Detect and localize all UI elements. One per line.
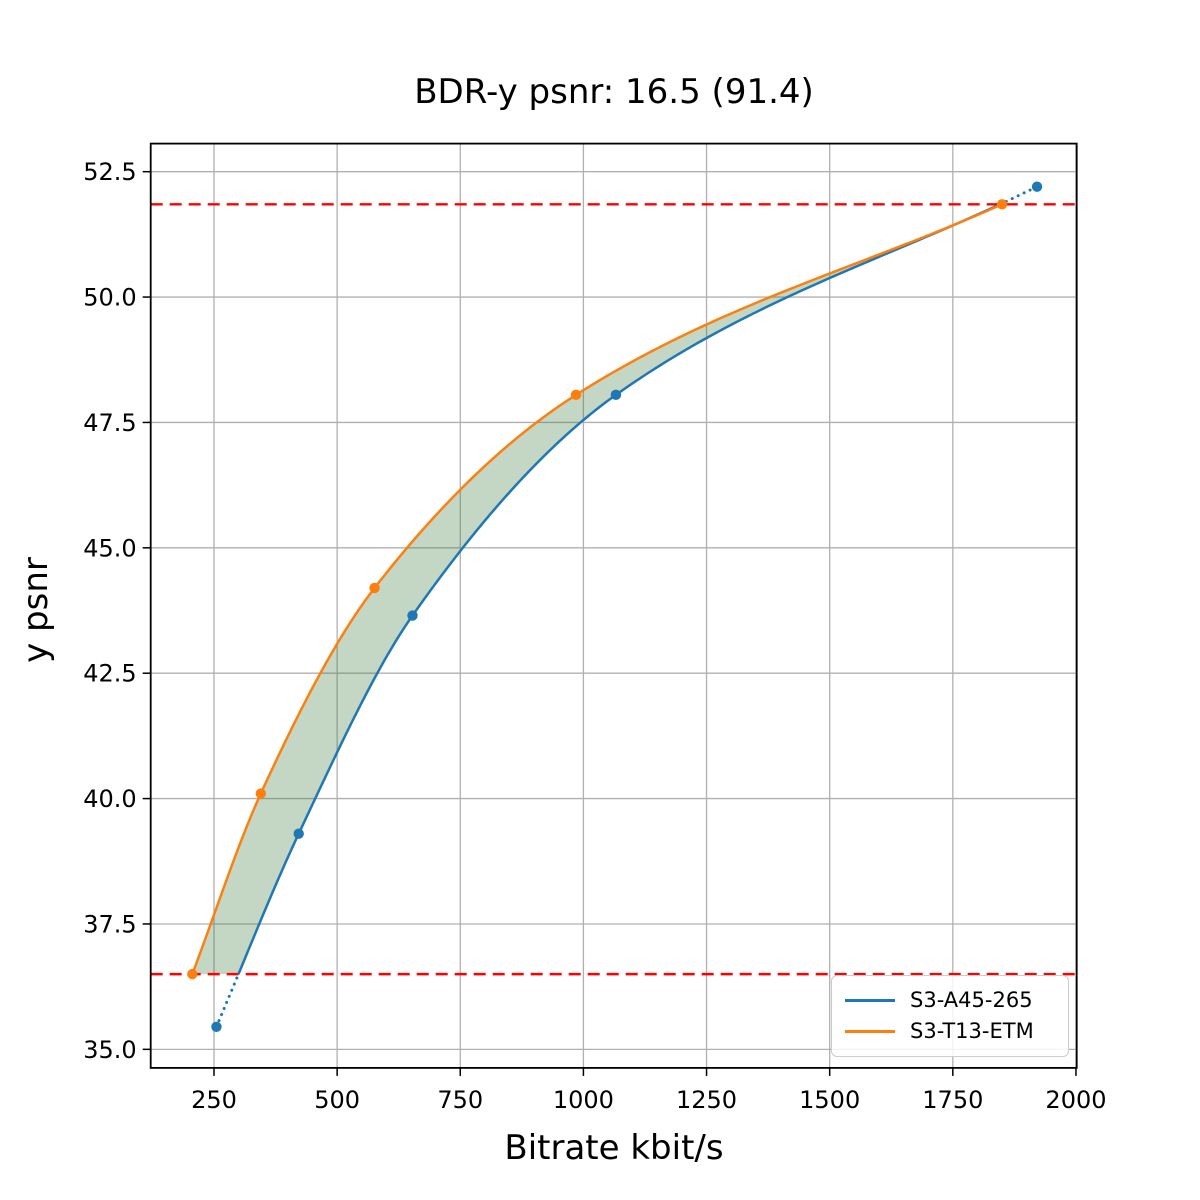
legend: S3-A45-265 S3-T13-ETM [831, 975, 1069, 1057]
y-tick-label: 35.0 [83, 1036, 136, 1064]
x-tick-labels: 250 500 750 1000 1250 1500 1750 2000 [191, 1086, 1106, 1114]
x-tick-label: 1500 [799, 1086, 860, 1114]
y-axis-label: y psnr [16, 557, 56, 663]
overlap-hlines [150, 203, 1077, 976]
series-line-s3-a45-265 [214, 185, 1039, 1029]
series-line-s3-t13-etm [191, 203, 1003, 975]
x-tick-label: 1250 [676, 1086, 737, 1114]
axes-frame [149, 142, 1078, 1069]
y-tick-label: 50.0 [83, 284, 136, 312]
bd-overlap-fill [192, 204, 1003, 975]
legend-item-series-0: S3-A45-265 [832, 987, 1068, 1012]
y-tick-label: 47.5 [83, 409, 136, 437]
y-tick-labels: 35.0 37.5 40.0 42.5 45.0 47.5 50.0 52.5 [83, 158, 136, 1064]
y-tick-label: 37.5 [83, 910, 136, 938]
x-axis-label: Bitrate kbit/s [504, 1128, 724, 1168]
y-tick-label: 52.5 [83, 158, 136, 186]
x-tick-label: 250 [191, 1086, 237, 1114]
legend-label-series-1: S3-T13-ETM [910, 1019, 1034, 1044]
legend-line-sample-blue [845, 998, 895, 1002]
legend-line-sample-orange [845, 1030, 895, 1034]
gridlines [150, 143, 1077, 1068]
chart-title: BDR-y psnr: 16.5 (91.4) [414, 72, 814, 112]
x-tick-label: 500 [314, 1086, 360, 1114]
x-tick-label: 1750 [922, 1086, 983, 1114]
y-tick-label: 42.5 [83, 660, 136, 688]
y-tick-label: 40.0 [83, 785, 136, 813]
series-markers-s3-a45-265 [211, 181, 1043, 1032]
tick-marks [142, 170, 1077, 1076]
y-tick-label: 45.0 [83, 534, 136, 562]
x-tick-label: 1000 [553, 1086, 614, 1114]
legend-item-series-1: S3-T13-ETM [832, 1021, 1068, 1042]
x-tick-label: 2000 [1045, 1086, 1106, 1114]
x-tick-label: 750 [437, 1086, 483, 1114]
legend-label-series-0: S3-A45-265 [910, 987, 1033, 1012]
series-markers-s3-t13-etm [187, 199, 1008, 980]
